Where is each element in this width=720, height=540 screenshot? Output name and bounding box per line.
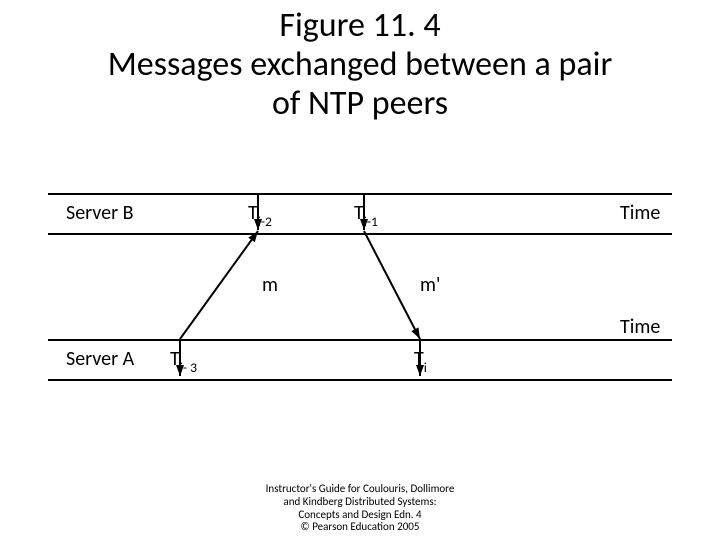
diagram-arrows [48,190,672,390]
title-line-2: Messages exchanged between a pair [0,45,720,84]
footer-line-2: and Kindberg Distributed Systems: [0,496,720,509]
title-line-3: of NTP peers [0,84,720,123]
figure-title: Figure 11. 4 Messages exchanged between … [0,0,720,123]
copyright-footer: Instructor's Guide for Coulouris, Dollim… [0,483,720,534]
ntp-message-diagram: Server B Server A Time Time Ti- 3 Ti-2 T… [48,190,672,390]
title-line-1: Figure 11. 4 [0,6,720,45]
footer-line-4: © Pearson Education 2005 [0,521,720,534]
